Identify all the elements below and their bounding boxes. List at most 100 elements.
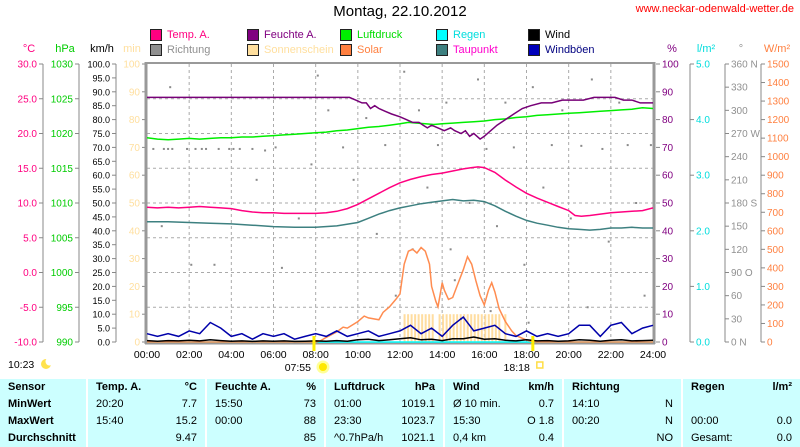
- table-cell: 01:00: [334, 398, 362, 410]
- series-richtung-dot: [274, 146, 277, 149]
- series-richtung-dot: [280, 266, 283, 269]
- axis-tick-label: 0: [767, 338, 773, 349]
- series-richtung-dot: [485, 147, 488, 150]
- table-group-richtung: Richtung 14:10 N 00:20 N NO: [562, 379, 681, 447]
- series-sonnenschein-bar: [424, 314, 427, 342]
- axis-tick-label: 10.0: [18, 199, 38, 210]
- axis-unit-label: hPa: [55, 43, 75, 55]
- series-richtung-dot: [162, 147, 165, 150]
- time-label: 10:00: [345, 349, 371, 361]
- axis-tick-label: 5.0: [23, 233, 37, 244]
- sunrise-time: 07:55: [285, 362, 311, 374]
- series-richtung-dot: [310, 163, 313, 166]
- series-richtung-dot: [169, 86, 172, 89]
- table-cell: 15:50: [215, 398, 243, 410]
- axis-tick-label: 35.0: [92, 240, 110, 250]
- series-temp-a--line: [146, 166, 654, 217]
- series-richtung-dot: [255, 178, 258, 181]
- axis-tick-label: 0: [134, 338, 140, 349]
- axis-tick-label: 30: [731, 314, 743, 325]
- axis-tick-label: 0.0: [23, 268, 37, 279]
- axis-tick-label: 10: [129, 310, 141, 321]
- table-cell: O 1.8: [527, 415, 554, 427]
- series-richtung-dot: [426, 186, 429, 189]
- series-richtung-dot: [171, 147, 174, 150]
- series-richtung-dot: [251, 147, 254, 150]
- axis-tick-label: 995: [56, 303, 73, 314]
- legend-item-regen: Regen: [436, 29, 485, 41]
- time-label: 24:00: [640, 349, 666, 361]
- time-label: 16:00: [471, 349, 497, 361]
- table-cell: Regen: [691, 381, 725, 393]
- axis-tick-label: 330: [731, 83, 748, 94]
- axis-tick-label: 70: [129, 143, 141, 154]
- axis-tick-label: 70: [662, 143, 674, 154]
- axis-tick-label: 700: [767, 208, 784, 219]
- legend-swatch: [528, 44, 540, 56]
- legend-item-temp-a-: Temp. A.: [150, 29, 210, 41]
- series-richtung-dot: [626, 144, 629, 147]
- axis-tick-label: 100.0: [87, 60, 110, 70]
- time-label: 02:00: [176, 349, 202, 361]
- axis-tick-label: 90.0: [92, 87, 110, 97]
- table-cell: 15:40: [96, 415, 124, 427]
- series-windb-en-line: [146, 315, 654, 341]
- axis-tick-label: 210: [731, 175, 748, 186]
- series-richtung-dot: [550, 144, 553, 147]
- axis-tick-label: 270 W: [731, 129, 760, 140]
- time-label: 12:00: [387, 349, 413, 361]
- axis-tick-label: 20.0: [92, 282, 110, 292]
- axis-tick-label: 50: [129, 199, 141, 210]
- axis-tick-label: 30.0: [92, 254, 110, 264]
- table-row-label: MinWert: [8, 398, 52, 410]
- website-link[interactable]: www.neckar-odenwald-wetter.de: [635, 3, 794, 15]
- moon-icon-mask: [45, 357, 54, 366]
- axis-tick-label: 200: [767, 300, 784, 311]
- legend-swatch: [150, 44, 162, 56]
- axis-tick-label: 55.0: [92, 185, 110, 195]
- series-richtung-dot: [394, 294, 397, 297]
- axis-tick-label: 0 N: [731, 338, 747, 349]
- table-cell: 85: [303, 432, 316, 444]
- time-label: 00:00: [134, 349, 160, 361]
- legend-label: Windböen: [545, 44, 595, 56]
- table-cell: 00:00: [691, 415, 719, 427]
- table-cell: Gesamt:: [691, 432, 733, 444]
- table-group-regen: Regen l/m² 00:00 0.0 Gesamt: 0.0: [681, 379, 800, 447]
- axis-tick-label: -10.0: [14, 338, 37, 349]
- series-richtung-dot: [327, 109, 330, 112]
- series-richtung-dot: [449, 248, 452, 251]
- axis-tick-label: 15.0: [18, 164, 38, 175]
- legend-label: Sonnenschein: [264, 44, 334, 56]
- series-sonnenschein-bar: [456, 314, 459, 342]
- table-cell: 7.7: [181, 398, 197, 410]
- axis-tick-label: 0: [662, 338, 668, 349]
- series-wind-line: [146, 336, 654, 343]
- axis-tick-label: 90: [662, 87, 674, 98]
- legend-item-luftdruck: Luftdruck: [340, 29, 402, 41]
- series-richtung-dot: [601, 147, 604, 150]
- axis-tick-label: 95.0: [92, 73, 110, 83]
- legend-label: Richtung: [167, 44, 211, 56]
- weather-chart: 30.025.020.015.010.05.00.0-5.0-10.0°C103…: [8, 43, 790, 374]
- axis-tick-label: 990: [56, 338, 73, 349]
- series-richtung-dot: [213, 263, 216, 266]
- legend-swatch: [247, 29, 259, 41]
- series-richtung-dot: [436, 144, 439, 147]
- axis-tick-label: 75.0: [92, 129, 110, 139]
- table-group-wind: Wind km/h Ø 10 min. 0.7 15:30 O 1.8 0,4 km 0.4: [443, 379, 562, 447]
- series-richtung-dot: [403, 70, 406, 73]
- axis-tick-label: 20: [129, 282, 141, 293]
- axis-tick-label: 400: [767, 263, 784, 274]
- table-cell: 00:20: [572, 415, 600, 427]
- series-richtung-dot: [375, 232, 378, 235]
- legend-swatch: [247, 44, 259, 56]
- table-cell: Luftdruck: [334, 381, 385, 393]
- axis-tick-label: 40: [129, 226, 141, 237]
- table-cell: 1019.1: [401, 398, 435, 410]
- series-solar-line: [147, 246, 653, 343]
- table-cell: ^0.7hPa/h: [334, 432, 384, 444]
- series-sonnenschein-bar: [459, 314, 462, 342]
- series-richtung-dot: [384, 144, 387, 147]
